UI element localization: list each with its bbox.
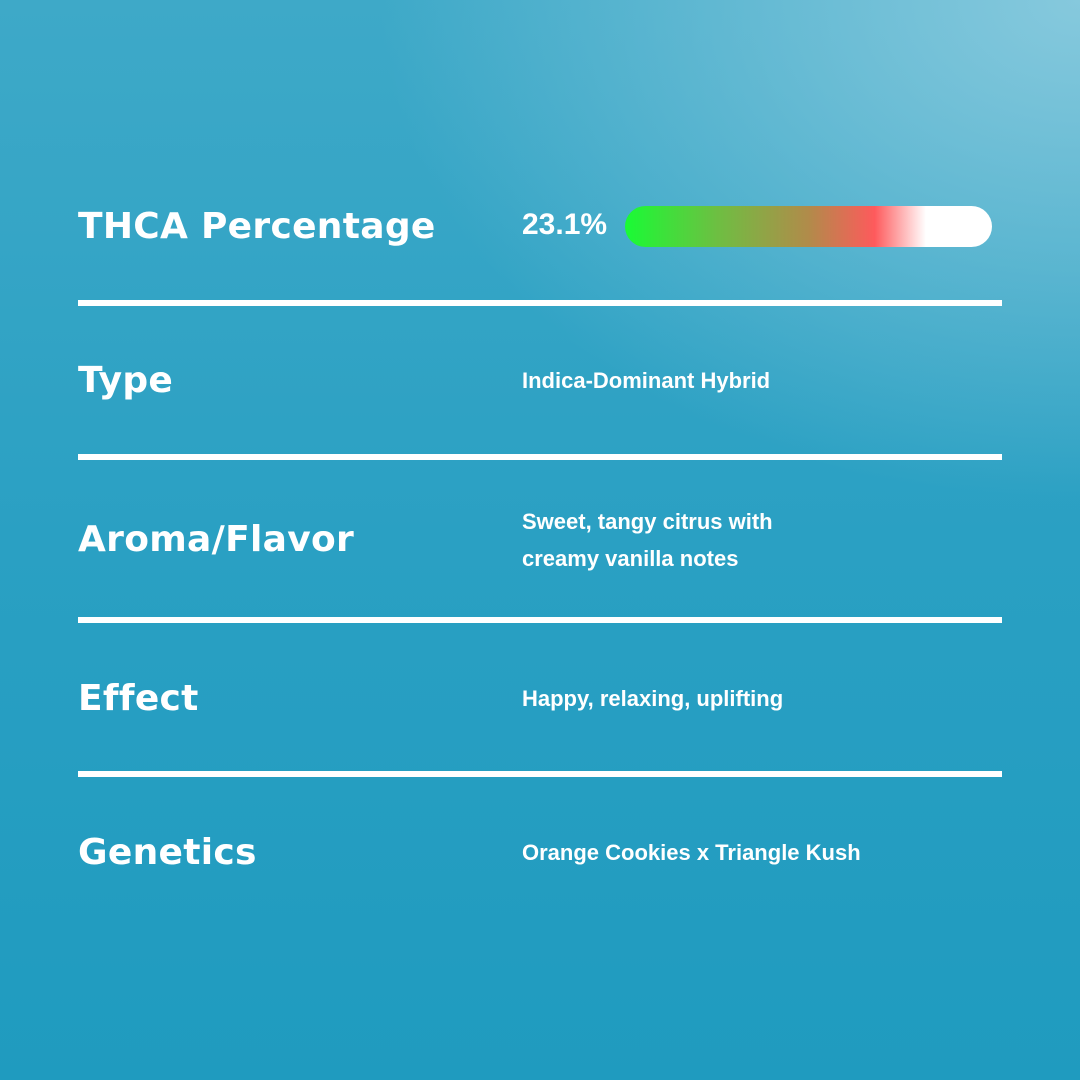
divider xyxy=(78,300,1002,306)
divider xyxy=(78,617,1002,623)
aroma-label: Aroma/Flavor xyxy=(78,519,355,560)
type-value: Indica-Dominant Hybrid xyxy=(522,368,771,393)
divider xyxy=(78,454,1002,460)
divider xyxy=(78,771,1002,777)
thca-label: THCA Percentage xyxy=(78,206,436,247)
effect-value: Happy, relaxing, uplifting xyxy=(522,686,784,711)
thca-gradient-bar xyxy=(625,206,992,247)
type-label: Type xyxy=(78,360,174,401)
aroma-value: Sweet, tangy citrus with creamy vanilla … xyxy=(522,509,773,571)
genetics-value: Orange Cookies x Triangle Kush xyxy=(522,840,861,865)
genetics-label: Genetics xyxy=(78,832,257,873)
effect-label: Effect xyxy=(78,678,199,719)
thca-value: 23.1% xyxy=(522,208,608,241)
